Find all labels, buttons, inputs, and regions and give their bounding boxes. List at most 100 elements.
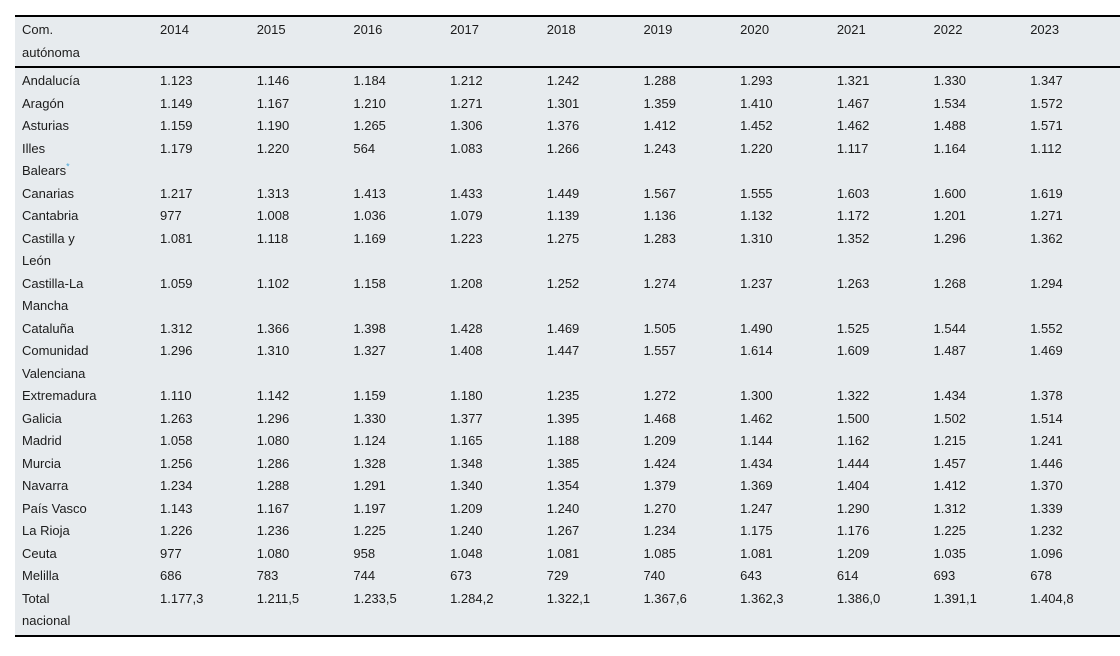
value-cell: 1.330 <box>933 73 967 88</box>
table-row: Murcia 1.256 1.286 1.328 1.348 1.385 1.424 1.43… <box>15 453 1120 476</box>
value-cell: 1.080 <box>256 433 290 448</box>
value-cell: 1.167 <box>256 95 290 111</box>
value-cell: 1.552 <box>1030 320 1063 336</box>
value-cell: 1.434 <box>933 388 967 403</box>
region-name-cell: País Vasco <box>22 500 87 516</box>
value-cell: 1.398 <box>353 320 386 336</box>
value-cell: 1.132 <box>740 208 773 223</box>
value-cell: 1.266 <box>546 140 580 156</box>
value-cell: 1.165 <box>450 433 483 448</box>
table-row: Galicia 1.263 1.296 1.330 1.377 1.395 1.468 1.4… <box>15 408 1120 431</box>
value-cell: 1.555 <box>740 185 773 201</box>
value-cell: 1.312 <box>933 500 967 516</box>
value-cell: 1.487 <box>933 343 967 358</box>
column-header-year: 2020 <box>733 16 830 68</box>
value-cell: 1.410 <box>740 95 773 111</box>
value-cell: 1.339 <box>1030 500 1063 516</box>
value-cell: 1.376 <box>546 118 580 133</box>
value-cell: 1.571 <box>1030 118 1063 133</box>
region-name-cell: Murcia <box>22 455 62 471</box>
column-header-year: 2016 <box>346 16 444 68</box>
region-name-cell: Castilla-La Mancha <box>22 275 84 314</box>
value-cell: 1.256 <box>160 455 193 471</box>
value-cell: 1.288 <box>256 478 290 493</box>
value-cell: 1.210 <box>353 95 386 111</box>
column-header-year: 2023 <box>1023 16 1120 68</box>
table-row: Aragón 1.149 1.167 1.210 1.271 1.301 1.359 1.41… <box>15 93 1120 116</box>
value-cell: 1.209 <box>643 433 676 448</box>
value-cell: 1.359 <box>643 95 676 111</box>
value-cell: 1.449 <box>546 185 580 201</box>
value-cell: 1.263 <box>160 410 193 426</box>
table-body: Andalucía 1.123 1.146 1.184 1.212 1.242 1.288 1… <box>15 67 1120 636</box>
value-cell: 1.286 <box>256 455 290 471</box>
value-cell: 1.162 <box>836 433 870 448</box>
region-name-cell: Illes Balears* <box>22 140 70 179</box>
value-cell: 1.081 <box>160 230 193 246</box>
value-cell: 1.434 <box>740 455 773 471</box>
value-cell: 1.469 <box>546 320 580 336</box>
value-cell: 1.395 <box>546 410 580 426</box>
value-cell: 1.272 <box>643 388 676 403</box>
value-cell: 1.081 <box>740 545 773 561</box>
value-cell: 783 <box>256 568 279 583</box>
value-cell: 1.288 <box>643 73 676 88</box>
value-cell: 1.236 <box>256 523 290 538</box>
value-cell: 1.424 <box>643 455 676 471</box>
value-cell: 1.291 <box>353 478 386 493</box>
value-cell: 1.212 <box>450 73 483 88</box>
value-cell: 1.468 <box>643 410 676 426</box>
region-name-cell: Navarra <box>22 478 69 493</box>
value-cell: 1.378 <box>1030 388 1063 403</box>
regional-yearly-statistics-table: Com. autónoma 2014 2015 2016 2017 2018 2019 20… <box>15 15 1120 637</box>
value-cell: 1.609 <box>836 343 870 358</box>
value-cell: 643 <box>740 568 762 583</box>
value-cell: 693 <box>933 568 956 583</box>
value-cell: 1.243 <box>643 140 676 156</box>
table-row: Asturias 1.159 1.190 1.265 1.306 1.376 1.412 1.… <box>15 115 1120 138</box>
value-cell: 1.083 <box>450 140 483 156</box>
value-cell: 1.237 <box>740 275 773 291</box>
value-cell: 1.354 <box>546 478 580 493</box>
value-cell: 1.036 <box>353 208 386 223</box>
table-row: Comunidad Valenciana 1.296 1.310 1.327 1.408… <box>15 340 1120 385</box>
table-row: Extremadura 1.110 1.142 1.159 1.180 1.235 1.27… <box>15 385 1120 408</box>
value-cell: 1.296 <box>933 230 967 246</box>
value-cell: 1.270 <box>643 500 676 516</box>
region-name-cell: Ceuta <box>22 545 57 561</box>
value-cell: 1.352 <box>836 230 870 246</box>
value-cell: 1.534 <box>933 95 967 111</box>
value-cell: 1.408 <box>450 343 483 358</box>
value-cell: 1.306 <box>450 118 483 133</box>
column-header-year: 2019 <box>636 16 734 68</box>
value-cell: 744 <box>353 568 376 583</box>
value-cell: 1.362,3 <box>740 590 784 606</box>
value-cell: 1.469 <box>1030 343 1063 358</box>
value-cell: 1.169 <box>353 230 386 246</box>
region-name-cell: Galicia <box>22 410 62 426</box>
value-cell: 1.234 <box>160 478 193 493</box>
value-cell: 1.110 <box>160 388 192 403</box>
value-cell: 1.313 <box>256 185 290 201</box>
value-cell: 1.159 <box>353 388 386 403</box>
value-cell: 1.123 <box>160 73 193 88</box>
value-cell: 1.144 <box>740 433 773 448</box>
value-cell: 1.079 <box>450 208 483 223</box>
value-cell: 1.283 <box>643 230 676 246</box>
region-name-cell: Cantabria <box>22 208 79 223</box>
value-cell: 1.366 <box>256 320 290 336</box>
value-cell: 1.136 <box>643 208 676 223</box>
value-cell: 977 <box>160 208 182 223</box>
value-cell: 1.215 <box>933 433 967 448</box>
value-cell: 977 <box>160 545 182 561</box>
value-cell: 1.201 <box>933 208 967 223</box>
value-cell: 1.603 <box>836 185 870 201</box>
value-cell: 1.600 <box>933 185 967 201</box>
column-header-year: 2021 <box>829 16 927 68</box>
value-cell: 1.567 <box>643 185 676 201</box>
value-cell: 1.322 <box>836 388 870 403</box>
value-cell: 1.226 <box>160 523 193 538</box>
region-name-cell: Total nacional <box>22 590 71 629</box>
region-name-cell: Canarias <box>22 185 75 201</box>
